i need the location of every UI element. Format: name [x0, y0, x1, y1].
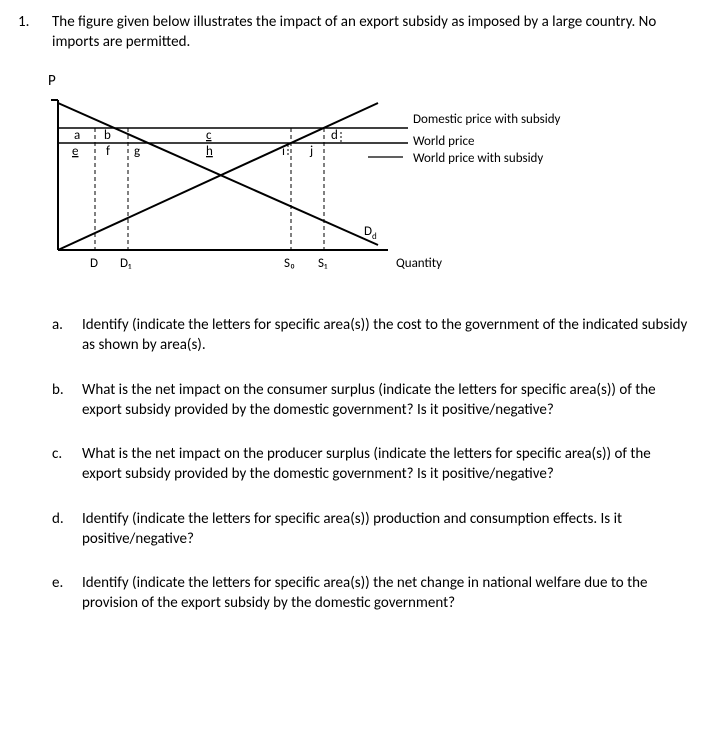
x-axis-label: Quantity: [396, 256, 442, 271]
x-tick-d1: D₁: [120, 256, 132, 271]
x-tick-s0: S₀: [284, 256, 295, 271]
sub-text: Identify (indicate the letters for speci…: [82, 573, 690, 614]
sub-question-e: e. Identify (indicate the letters for sp…: [52, 573, 690, 614]
region-j: j: [309, 144, 313, 159]
region-a: a: [74, 128, 80, 143]
y-axis-label: P: [48, 71, 690, 91]
sub-question-d: d. Identify (indicate the letters for sp…: [52, 509, 690, 550]
sub-letter: e.: [52, 573, 72, 614]
question-number: 1.: [18, 12, 40, 53]
sub-question-c: c. What is the net impact on the produce…: [52, 444, 690, 485]
sub-text: What is the net impact on the producer s…: [82, 444, 690, 485]
region-d: d: [331, 128, 338, 143]
region-c: c: [206, 128, 212, 143]
region-f: f: [106, 144, 110, 159]
sub-question-a: a. Identify (indicate the letters for sp…: [52, 315, 690, 356]
sub-text: Identify (indicate the letters for speci…: [82, 509, 690, 550]
region-i: i: [282, 144, 285, 159]
legend-line-2: World price: [413, 134, 474, 149]
x-tick-d: D: [90, 256, 98, 271]
sub-question-b: b. What is the net impact on the consume…: [52, 380, 690, 421]
sub-questions: a. Identify (indicate the letters for sp…: [52, 315, 690, 614]
question-prompt: The figure given below illustrates the i…: [52, 12, 690, 53]
sub-letter: c.: [52, 444, 72, 485]
region-h: h: [206, 144, 213, 159]
legend-line-3: World price with subsidy: [413, 151, 543, 166]
chart: a b c d e f g h i j D D₁ S₀ S₁ Dd Quanti…: [48, 95, 690, 291]
sub-letter: a.: [52, 315, 72, 356]
sub-letter: b.: [52, 380, 72, 421]
question-header: 1. The figure given below illustrates th…: [18, 12, 690, 53]
x-tick-s1: S₁: [318, 256, 328, 271]
sub-letter: d.: [52, 509, 72, 550]
sub-text: Identify (indicate the letters for speci…: [82, 315, 690, 356]
region-b: b: [104, 128, 111, 143]
region-e: e: [72, 144, 78, 159]
legend-line-1: Domestic price with subsidy: [413, 112, 561, 127]
region-g: g: [134, 144, 140, 159]
sub-text: What is the net impact on the consumer s…: [82, 380, 690, 421]
